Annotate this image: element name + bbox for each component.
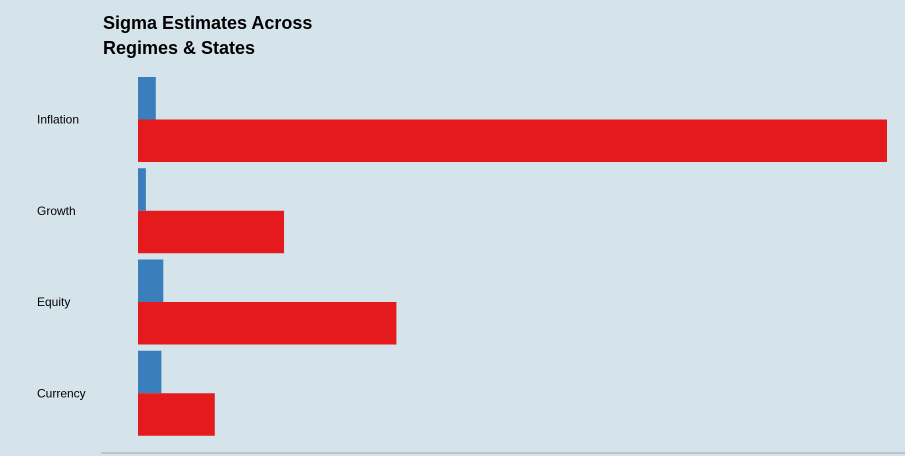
bar-growth-series-2 (138, 210, 285, 254)
bar-currency-series-2 (138, 393, 215, 436)
bar-inflation-series-1 (138, 77, 156, 120)
chart-title-line-2: Regimes & States (103, 38, 255, 58)
category-label-inflation: Inflation (37, 113, 79, 127)
bar-equity-series-2 (138, 302, 397, 345)
bar-growth-series-1 (138, 168, 146, 211)
category-label-growth: Growth (37, 204, 76, 218)
bar-inflation-series-2 (138, 119, 887, 162)
category-labels: Inflation Growth Equity Currency (37, 113, 86, 401)
category-label-equity: Equity (37, 295, 70, 309)
chart-title-line-1: Sigma Estimates Across (103, 13, 312, 33)
bar-equity-series-1 (138, 259, 164, 302)
bar-currency-series-1 (138, 350, 162, 394)
bars-group (138, 77, 887, 436)
category-label-currency: Currency (37, 386, 86, 400)
